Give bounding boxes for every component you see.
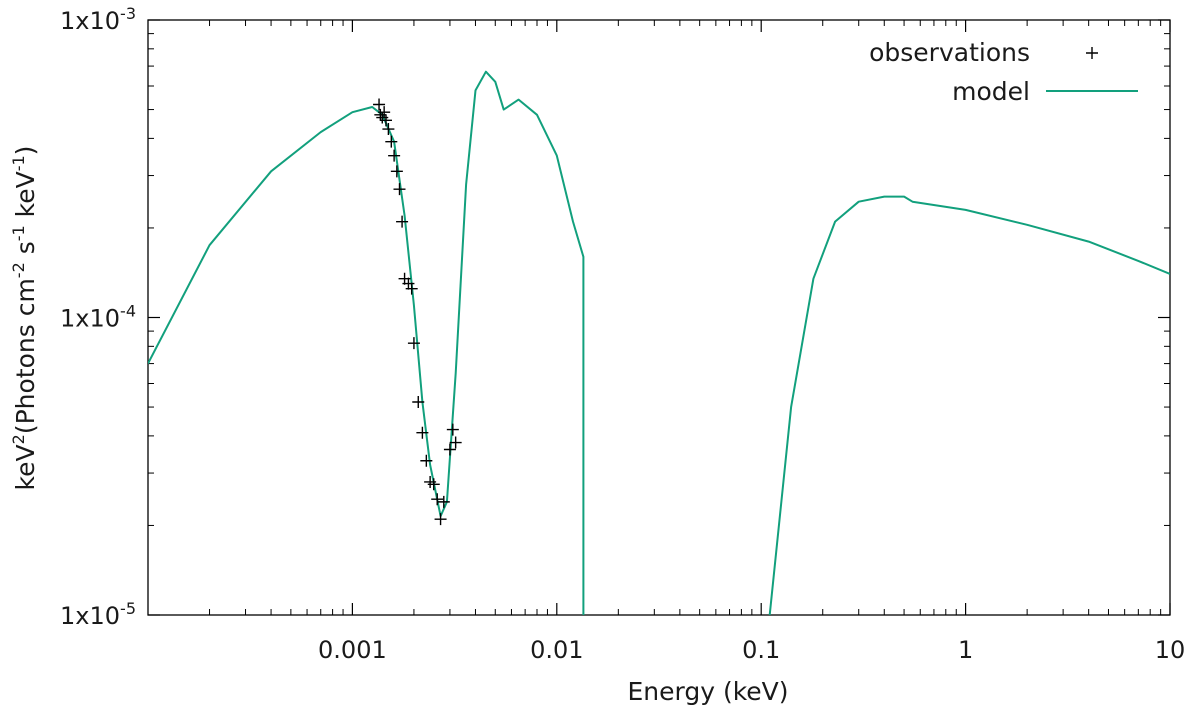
x-axis-title: Energy (keV) [627, 677, 788, 706]
plot-frame [147, 19, 1171, 616]
legend-label-model: model [952, 77, 1030, 106]
legend-label-observations: observations [869, 38, 1030, 67]
model-line [768, 195, 1170, 615]
observation-point [437, 495, 450, 508]
observation-point [382, 123, 395, 136]
x-tick-label: 0.01 [530, 636, 583, 664]
legend: observations model [869, 38, 1138, 106]
axis-ticks: 0.001 0.01 0.1 1 10 1x10-5 1x10-4 1x10-3 [60, 4, 1185, 664]
model-line [148, 70, 585, 615]
observation-point [385, 135, 398, 148]
observation-point [378, 106, 391, 119]
observation-point [427, 478, 440, 491]
observation-point [449, 436, 462, 449]
observation-point [390, 165, 403, 178]
observation-point [379, 114, 392, 127]
y-axis-title: keV2(Photons cm-2 s-1 keV-1) [9, 146, 40, 491]
x-tick-label: 1 [958, 636, 973, 664]
observation-point [405, 282, 418, 295]
observation-point [396, 215, 409, 228]
series-layer [148, 70, 1170, 615]
x-tick-label: 0.001 [318, 636, 387, 664]
observation-point [434, 513, 447, 526]
y-tick-label: 1x10-4 [60, 302, 136, 333]
legend-marker-observations [1086, 47, 1098, 59]
observation-point [407, 337, 420, 350]
observation-point [412, 395, 425, 408]
y-tick-label: 1x10-3 [60, 4, 136, 35]
observation-point [388, 149, 401, 162]
observation-point [402, 277, 415, 290]
x-tick-label: 0.1 [742, 636, 780, 664]
observation-point [420, 454, 433, 467]
observation-point [431, 493, 444, 506]
observation-point [443, 443, 456, 456]
observation-point [373, 98, 386, 111]
y-tick-label: 1x10-5 [60, 599, 136, 630]
observation-point [446, 423, 459, 436]
x-tick-label: 10 [1155, 636, 1186, 664]
observation-point [393, 183, 406, 196]
observation-point [416, 426, 429, 439]
